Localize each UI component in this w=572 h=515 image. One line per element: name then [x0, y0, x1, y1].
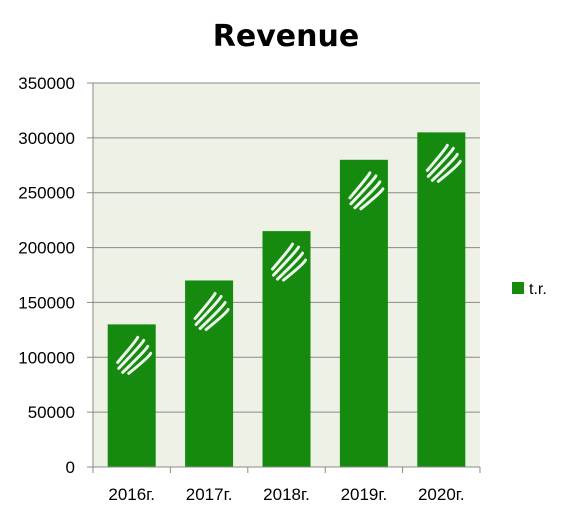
swirl-stroke	[193, 291, 217, 320]
swirl-stroke	[348, 171, 372, 200]
x-axis: 2016г. 2017г. 2018г. 2019г. 2020г.	[92, 466, 481, 504]
bar-logo-icon	[348, 171, 385, 211]
y-tick-label: 250000	[18, 184, 75, 203]
bars	[107, 132, 466, 468]
bar	[262, 231, 311, 467]
swirl-stroke	[353, 180, 382, 210]
x-tick-label: 2020г.	[418, 485, 465, 504]
bar-logo-icon	[425, 143, 462, 183]
swirl-stroke	[204, 307, 230, 331]
swirl-stroke	[194, 294, 223, 326]
swirl-stroke	[282, 258, 307, 282]
y-tick-label: 50000	[28, 403, 75, 422]
y-tick-label: 100000	[18, 348, 75, 367]
x-tick-label: 2018г.	[263, 485, 310, 504]
legend-swatch	[512, 282, 524, 294]
y-tick-label: 300000	[18, 129, 75, 148]
swirl-stroke	[272, 245, 300, 277]
bar	[185, 280, 234, 467]
x-tick-label: 2017г.	[186, 485, 233, 504]
swirl-stroke	[430, 152, 459, 182]
x-tick-label: 2019г.	[341, 485, 388, 504]
swirl-stroke	[121, 344, 150, 374]
swirl-stroke	[198, 300, 227, 330]
y-tick-label: 0	[66, 458, 75, 477]
swirl-stroke	[359, 187, 385, 211]
x-tick-label: 2016г.	[108, 485, 155, 504]
chart-title: Revenue	[213, 19, 359, 54]
swirl-stroke	[426, 146, 455, 178]
bar-logo-icon	[116, 335, 153, 375]
bar-logo-icon	[193, 291, 230, 331]
y-axis: 0 50000 100000 150000 200000 250000 300000 3500…	[18, 74, 94, 477]
swirl-stroke	[271, 242, 294, 271]
y-tick-label: 150000	[18, 293, 75, 312]
legend: t.r.	[512, 281, 547, 298]
swirl-stroke	[436, 159, 462, 183]
y-tick-label: 350000	[18, 74, 75, 93]
swirl-stroke	[117, 338, 146, 370]
swirl-stroke	[349, 174, 378, 206]
swirl-stroke	[276, 251, 304, 281]
bar	[339, 159, 388, 468]
swirl-stroke	[425, 143, 449, 172]
swirl-stroke	[116, 335, 140, 364]
swirl-stroke	[127, 351, 153, 375]
y-tick-label: 200000	[18, 239, 75, 258]
bar-logo-icon	[271, 242, 307, 282]
legend-label: t.r.	[529, 281, 547, 298]
bar	[417, 132, 466, 467]
